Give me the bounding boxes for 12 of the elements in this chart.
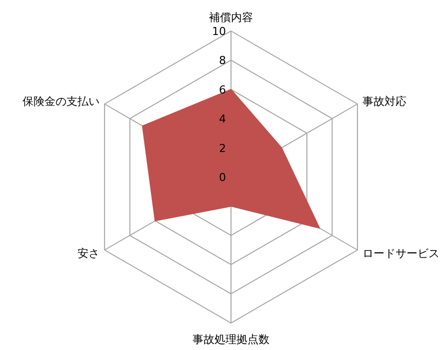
spoke-label: 事故対応: [362, 95, 407, 108]
spoke-label: 事故処理拠点数: [192, 333, 270, 346]
y-tick-label: 10: [212, 25, 226, 38]
y-tick-label: 0: [219, 171, 226, 184]
spoke-label: 保険金の支払い: [22, 95, 100, 108]
y-tick-label: 6: [219, 83, 226, 96]
y-tick-label: 8: [219, 54, 226, 68]
spoke-label: 安さ: [77, 247, 100, 260]
spoke-label: ロードサービス: [362, 247, 440, 260]
spoke-label: 補償内容: [209, 11, 253, 24]
y-tick-label: 4: [219, 112, 226, 126]
y-tick-label: 2: [219, 142, 226, 155]
